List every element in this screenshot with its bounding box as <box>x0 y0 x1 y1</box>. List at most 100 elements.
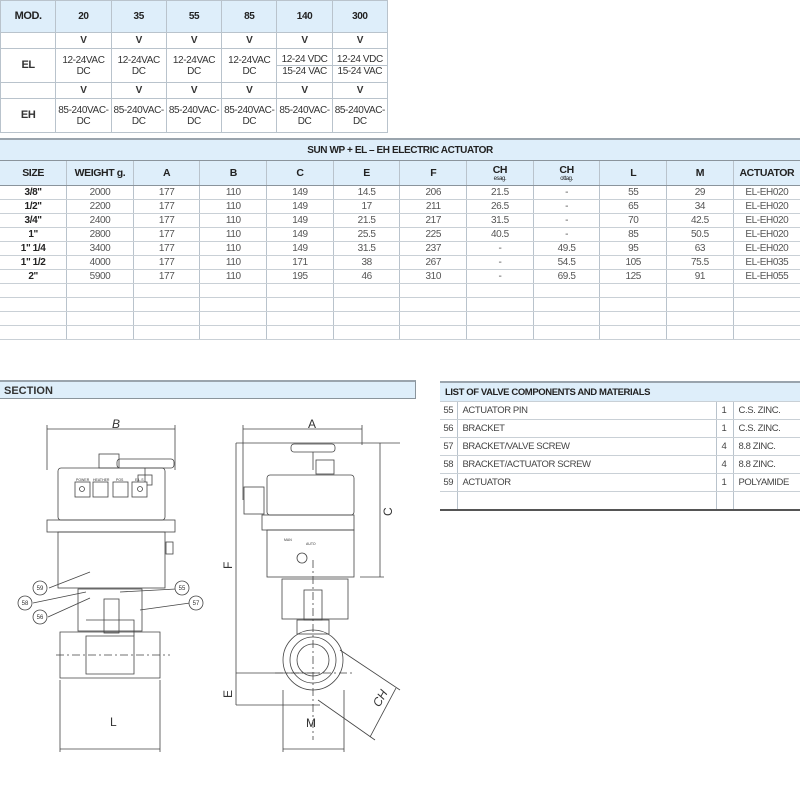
voltage-line: VAC-DC <box>242 104 275 127</box>
table-cell: 177 <box>132 199 200 214</box>
cell <box>266 325 334 340</box>
table-cell: 14.5 <box>332 185 400 200</box>
header-cell: 140 <box>276 0 333 33</box>
voltage-cell: 85-240VAC-DC <box>110 98 167 133</box>
row-label: EH <box>0 98 57 133</box>
unit-cell: V <box>276 32 333 49</box>
unit-cell: V <box>165 82 223 99</box>
cell <box>666 283 734 298</box>
header-cell: MOD. <box>0 0 57 33</box>
component-name: ACTUATOR PIN <box>456 401 716 420</box>
cell <box>266 297 334 312</box>
column-header: M <box>666 160 734 186</box>
cell <box>132 325 200 340</box>
dim-label-e: E <box>221 690 235 698</box>
component-number: 55 <box>440 401 457 420</box>
switch-label-man: MAN <box>284 538 292 542</box>
table-cell: EL-EH055 <box>732 269 800 284</box>
voltage-line: 85-240 <box>113 104 143 116</box>
table-cell: 49.5 <box>532 241 600 256</box>
callout-56: 56 <box>37 615 44 621</box>
cell <box>599 297 667 312</box>
cell <box>666 325 734 340</box>
cell <box>0 283 67 298</box>
cell <box>332 297 400 312</box>
column-label: SIZE <box>22 166 44 179</box>
cell <box>199 311 267 326</box>
table-cell: 4000 <box>66 255 134 270</box>
table-row: 2" 5900 177 110 195 46 310-69.5 125 91 EL-EH055 <box>0 269 800 284</box>
component-number: 56 <box>440 419 457 438</box>
table-cell: 149 <box>266 227 334 242</box>
voltage-line: VAC-DC <box>297 104 330 127</box>
header-cell: 300 <box>331 0 389 33</box>
cell <box>332 325 400 340</box>
cell <box>132 283 200 298</box>
unit-cell: V <box>331 82 389 99</box>
table-cell: 195 <box>266 269 334 284</box>
dim-label-c: C <box>381 507 395 516</box>
table-cell: 2" <box>0 269 67 284</box>
voltage-line: 15-24 VAC <box>282 66 327 77</box>
table-cell: 105 <box>599 255 667 270</box>
unit-cell: V <box>276 82 333 99</box>
component-row: 55 ACTUATOR PIN 1 C.S. ZINC. <box>440 401 800 420</box>
table-cell: 1" <box>0 227 67 242</box>
column-label: M <box>695 166 705 179</box>
table-cell: 63 <box>666 241 734 256</box>
component-name: ACTUATOR <box>456 473 716 492</box>
voltage-cell: 85-240VAC-DC <box>221 98 278 133</box>
voltage-line: VAC-DC <box>76 104 109 127</box>
callout-leaders <box>32 571 191 618</box>
component-qty: 1 <box>715 473 733 492</box>
table-cell: 110 <box>199 227 267 242</box>
column-label: E <box>363 166 370 179</box>
component-name: BRACKET/VALVE SCREW <box>456 437 716 456</box>
table-cell: - <box>532 213 600 228</box>
voltage-line: 12-24 <box>172 54 197 66</box>
component-material: 8.8 ZINC. <box>732 437 800 456</box>
panel-label: POWER <box>76 478 90 482</box>
table-cell: 177 <box>132 269 200 284</box>
header-cell: 20 <box>55 0 112 33</box>
cell <box>466 283 534 298</box>
components-table: LIST OF VALVE COMPONENTS AND MATERIALS 55… <box>440 381 800 511</box>
table-cell: 31.5 <box>332 241 400 256</box>
cell <box>466 297 534 312</box>
cell <box>66 283 134 298</box>
table-title-row: SUN WP + EL – EH ELECTRIC ACTUATOR <box>0 138 800 161</box>
table-cell: 26.5 <box>466 199 534 214</box>
component-row: 58 BRACKET/ACTUATOR SCREW 4 8.8 ZINC. <box>440 455 800 474</box>
voltage-cell: 12-24VAC DC <box>165 48 223 83</box>
cell <box>532 325 600 340</box>
component-row: 56 BRACKET 1 C.S. ZINC. <box>440 419 800 438</box>
cell <box>532 283 600 298</box>
el-row: EL 12-24VAC DC 12-24VAC DC 12-24VAC DC 12-24… <box>0 48 389 83</box>
table-cell: 110 <box>199 213 267 228</box>
component-number: 59 <box>440 473 457 492</box>
voltage-cell: 85-240VAC-DC <box>331 98 389 133</box>
callout-57: 57 <box>193 601 200 607</box>
component-qty: 4 <box>715 455 733 474</box>
table-cell: 21.5 <box>466 185 534 200</box>
column-header: L <box>599 160 667 186</box>
table-cell: 2000 <box>66 185 134 200</box>
cell <box>399 325 467 340</box>
table-cell: 177 <box>132 241 200 256</box>
cell <box>266 311 334 326</box>
table-cell: - <box>532 227 600 242</box>
cell <box>0 311 67 326</box>
table-cell: 206 <box>399 185 467 200</box>
table-cell: 110 <box>199 185 267 200</box>
cell <box>599 325 667 340</box>
table-cell: 95 <box>599 241 667 256</box>
voltage-line: VAC DC <box>242 54 271 77</box>
panel-label: HEATHER <box>93 478 110 482</box>
component-qty: 1 <box>715 419 733 438</box>
unit-cell: V <box>55 82 112 99</box>
table-cell: 34 <box>666 199 734 214</box>
table-cell: 46 <box>332 269 400 284</box>
cell <box>732 311 800 326</box>
table-row: 1" 1/4 3400 177 110 149 31.5 237-49.5 95 63 EL-EH… <box>0 241 800 256</box>
voltage-line: 12-24 VDC <box>277 54 332 66</box>
